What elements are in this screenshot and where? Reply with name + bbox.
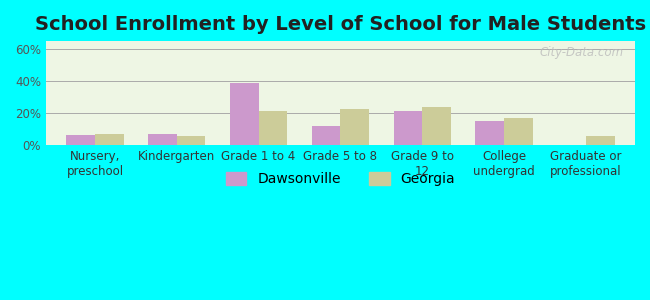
Bar bbox=[312, 127, 341, 145]
Bar bbox=[95, 134, 124, 145]
Bar bbox=[504, 118, 533, 145]
Bar bbox=[259, 111, 287, 145]
Bar bbox=[586, 136, 614, 145]
Legend: Dawsonville, Georgia: Dawsonville, Georgia bbox=[220, 167, 461, 192]
Text: City-Data.com: City-Data.com bbox=[539, 46, 623, 59]
Bar bbox=[66, 135, 95, 145]
Bar bbox=[475, 121, 504, 145]
Title: School Enrollment by Level of School for Male Students: School Enrollment by Level of School for… bbox=[35, 15, 646, 34]
Bar bbox=[148, 134, 177, 145]
Bar bbox=[422, 106, 451, 145]
Bar bbox=[177, 136, 205, 145]
Bar bbox=[230, 82, 259, 145]
Bar bbox=[394, 110, 422, 145]
Bar bbox=[341, 109, 369, 145]
